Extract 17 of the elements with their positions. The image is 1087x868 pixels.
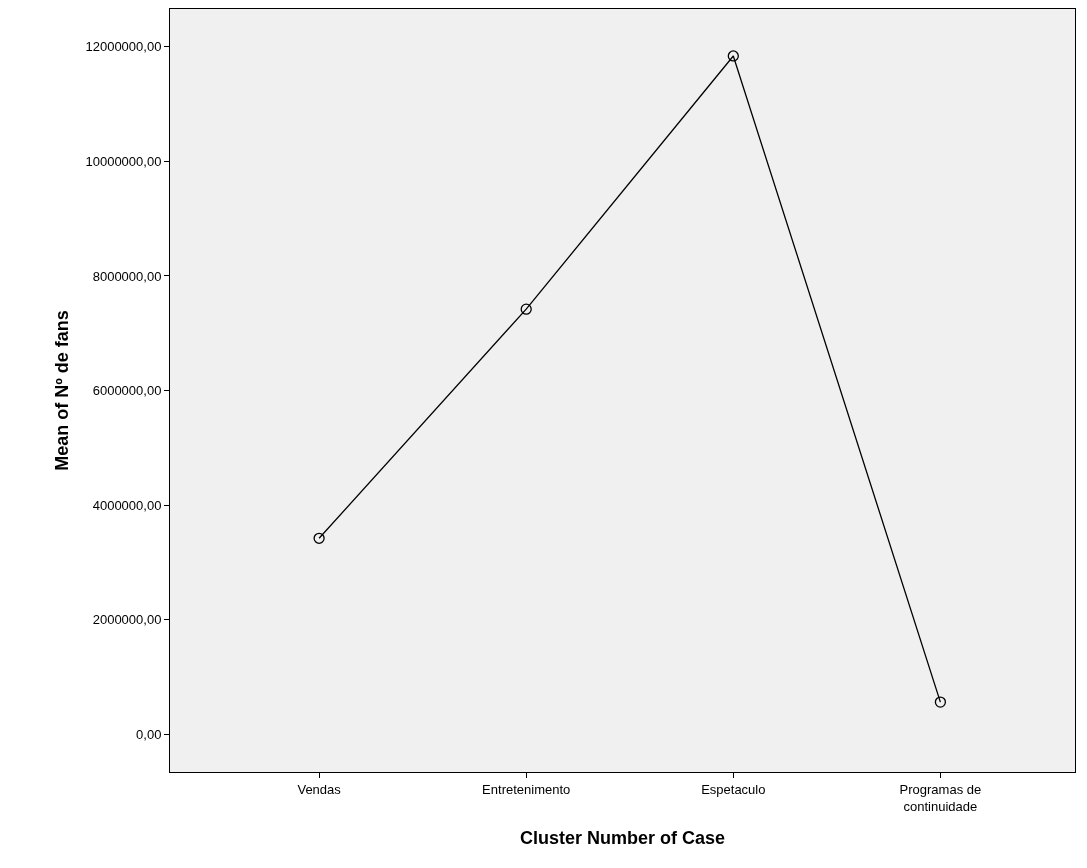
point: [727, 50, 739, 62]
y-tick-label: 2000000,00: [92, 612, 162, 628]
point: [313, 532, 325, 544]
y-tick-label: 10000000,00: [85, 153, 162, 169]
y-tick-label: 6000000,00: [92, 383, 162, 399]
y-axis-title: Mean of Nº de fans: [51, 310, 72, 471]
x-axis-title: Cluster Number of Case: [519, 827, 726, 848]
x-tick-label: Programas de continuidade: [899, 781, 982, 814]
point: [520, 303, 532, 315]
y-tick-label: 0,00: [136, 726, 162, 742]
y-tick-label: 12000000,00: [85, 39, 162, 55]
x-tick-label: Espetaculo: [701, 781, 766, 797]
point: [934, 696, 947, 708]
y-tick-label: 8000000,00: [92, 268, 162, 284]
x-tick-label: Vendas: [297, 781, 342, 797]
x-tick-label: Entretenimento: [482, 781, 571, 797]
y-tick-label: 4000000,00: [92, 497, 162, 513]
